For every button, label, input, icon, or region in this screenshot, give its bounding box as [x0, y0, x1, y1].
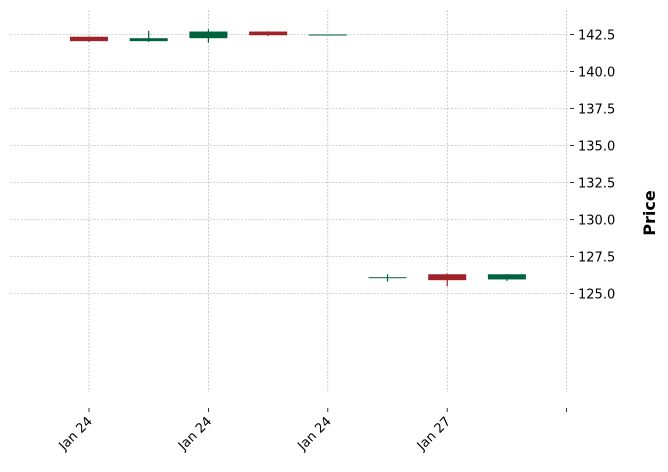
candle-body	[70, 36, 108, 42]
x-tick-label: Jan 27	[414, 414, 454, 454]
y-tick-label: 137.5	[578, 103, 615, 118]
y-axis: 125.0 127.5 130.0 132.5 135.0 137.5 140.0 142.5	[570, 29, 615, 303]
candle-body	[189, 31, 228, 39]
y-axis-label: Price	[640, 190, 659, 236]
candle-body	[249, 31, 288, 36]
candle-body	[308, 34, 347, 36]
x-axis: Jan 24 Jan 24 Jan 24 Jan 27	[56, 408, 567, 454]
x-tick-label: Jan 24	[295, 414, 335, 454]
x-tick-label: Jan 24	[175, 414, 215, 454]
candle-body	[428, 274, 467, 281]
x-tick-label: Jan 24	[56, 414, 96, 454]
candles	[70, 29, 526, 287]
y-tick-label: 130.0	[578, 214, 615, 229]
y-tick-label: 132.5	[578, 177, 615, 192]
y-tick-label: 127.5	[578, 251, 615, 266]
y-tick-label: 125.0	[578, 288, 615, 303]
grid	[10, 10, 570, 392]
candle-body	[368, 277, 407, 279]
candle-body	[487, 274, 526, 280]
y-tick-label: 135.0	[578, 140, 615, 155]
candle-body	[129, 38, 168, 42]
y-tick-label: 140.0	[578, 66, 615, 81]
y-tick-label: 142.5	[578, 29, 615, 44]
